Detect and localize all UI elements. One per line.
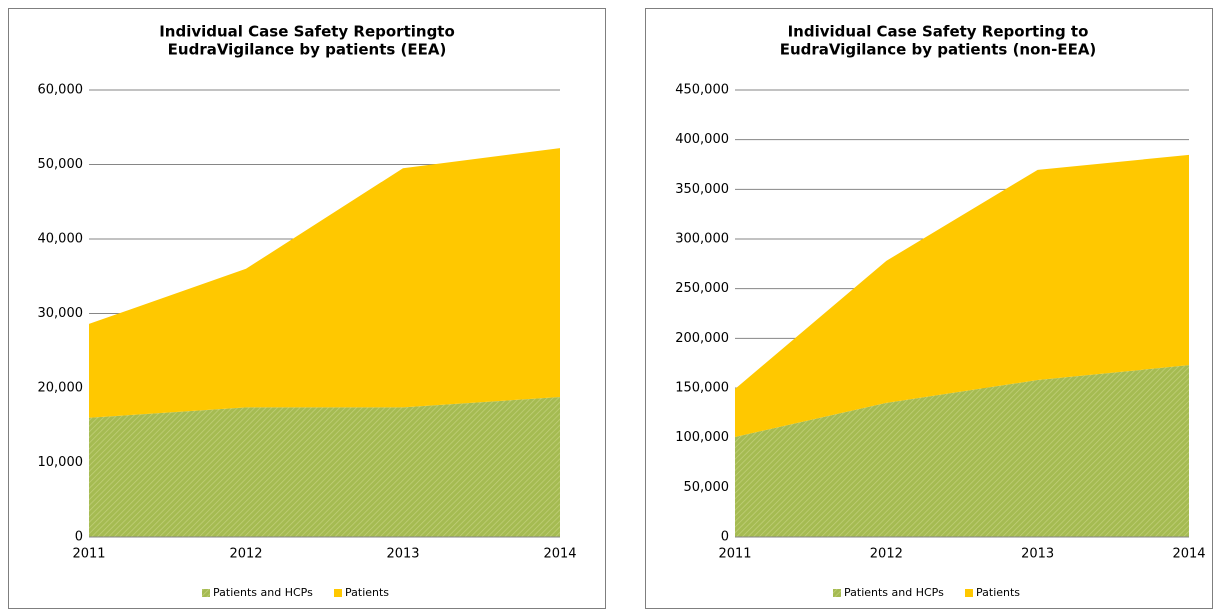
x-tick-label: 2012 [229, 547, 262, 562]
legend-label: Patients and HCPs [213, 586, 313, 599]
y-tick-label: 60,000 [38, 83, 84, 98]
chart-title: Individual Case Safety Reportingto [159, 23, 455, 41]
y-tick-label: 10,000 [38, 455, 84, 470]
x-tick-label: 2014 [1172, 547, 1205, 562]
y-tick-label: 450,000 [675, 83, 729, 98]
x-tick-label: 2013 [1021, 547, 1054, 562]
y-tick-label: 50,000 [684, 480, 730, 495]
y-tick-label: 200,000 [675, 331, 729, 346]
legend-swatch [202, 589, 210, 597]
chart-title: Individual Case Safety Reporting to [788, 23, 1089, 41]
chart-frame [645, 8, 1213, 609]
y-tick-label: 350,000 [675, 182, 729, 197]
y-tick-label: 20,000 [38, 381, 84, 396]
chart-title: EudraVigilance by patients (EEA) [168, 41, 447, 59]
x-tick-label: 2011 [718, 547, 751, 562]
chart-title: EudraVigilance by patients (non-EEA) [780, 41, 1097, 59]
legend-swatch [965, 589, 973, 597]
y-tick-label: 300,000 [675, 232, 729, 247]
y-tick-label: 250,000 [675, 281, 729, 296]
legend-swatch [833, 589, 841, 597]
area [89, 148, 560, 418]
x-tick-label: 2013 [386, 547, 419, 562]
area [735, 365, 1189, 537]
y-tick-label: 40,000 [38, 232, 84, 247]
y-tick-label: 30,000 [38, 306, 84, 321]
legend-label: Patients and HCPs [844, 586, 944, 599]
legend-label: Patients [345, 586, 389, 599]
y-tick-label: 0 [721, 530, 729, 545]
x-tick-label: 2012 [870, 547, 903, 562]
chart-frame [8, 8, 606, 609]
legend-swatch [334, 589, 342, 597]
area [89, 396, 560, 537]
y-tick-label: 400,000 [675, 132, 729, 147]
legend-label: Patients [976, 586, 1020, 599]
area [735, 154, 1189, 437]
y-tick-label: 100,000 [675, 430, 729, 445]
y-tick-label: 0 [75, 530, 83, 545]
y-tick-label: 150,000 [675, 381, 729, 396]
y-tick-label: 50,000 [38, 157, 84, 172]
x-tick-label: 2014 [543, 547, 576, 562]
x-tick-label: 2011 [72, 547, 105, 562]
